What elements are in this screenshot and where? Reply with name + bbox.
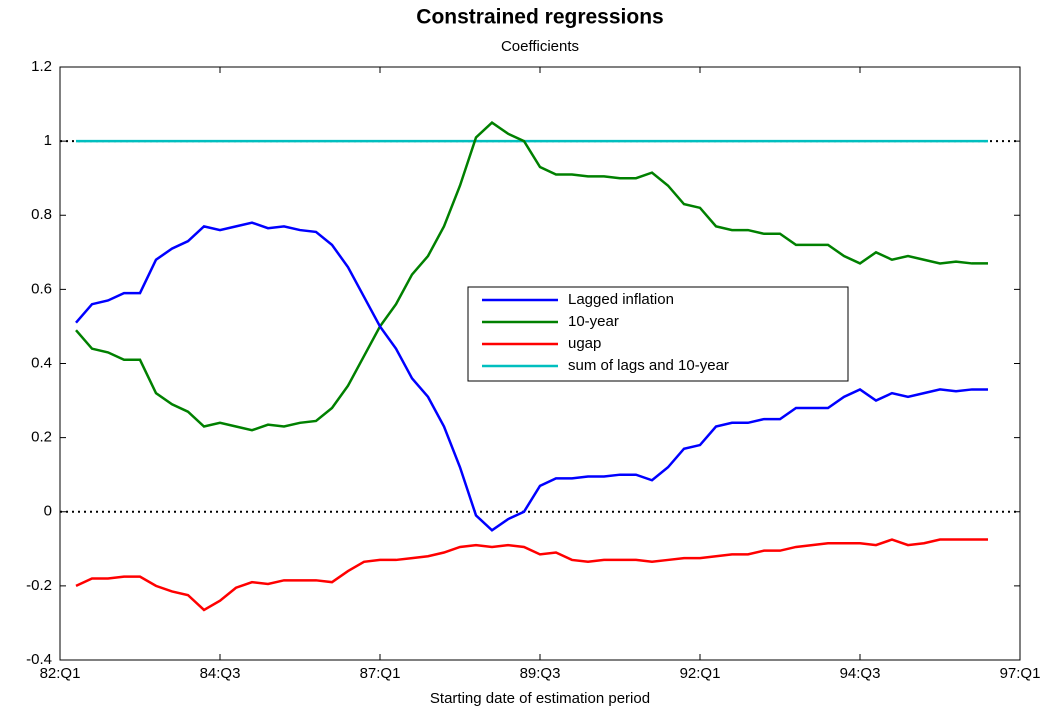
x-tick-label: 82:Q1 bbox=[40, 665, 81, 682]
y-tick-label: 1.2 bbox=[31, 58, 52, 75]
x-tick-label: 89:Q3 bbox=[520, 665, 561, 682]
y-tick-label: 1 bbox=[44, 132, 52, 149]
x-tick-label: 92:Q1 bbox=[680, 665, 721, 682]
series-line bbox=[75, 221, 988, 532]
legend-label: sum of lags and 10-year bbox=[568, 357, 729, 374]
legend-label: ugap bbox=[568, 335, 601, 352]
series-line bbox=[75, 538, 988, 612]
y-tick-label: 0.8 bbox=[31, 206, 52, 223]
x-tick-label: 97:Q1 bbox=[1000, 665, 1041, 682]
series-line bbox=[75, 120, 988, 432]
y-tick-label: 0.4 bbox=[31, 354, 52, 371]
legend-label: 10-year bbox=[568, 313, 619, 330]
y-tick-label: 0.2 bbox=[31, 429, 52, 446]
x-axis-label: Starting date of estimation period bbox=[430, 690, 650, 707]
chart-title: Constrained regressions bbox=[416, 6, 663, 29]
y-tick-label: 0.6 bbox=[31, 280, 52, 297]
x-tick-label: 87:Q1 bbox=[360, 665, 401, 682]
y-tick-label: 0 bbox=[44, 503, 52, 520]
y-tick-label: -0.2 bbox=[26, 577, 52, 594]
plot-frame bbox=[59, 66, 1021, 661]
x-tick-label: 84:Q3 bbox=[200, 665, 241, 682]
x-tick-label: 94:Q3 bbox=[840, 665, 881, 682]
legend-label: Lagged inflation bbox=[568, 291, 674, 308]
y-tick-label: -0.4 bbox=[26, 651, 52, 668]
chart-subtitle: Coefficients bbox=[501, 38, 579, 55]
